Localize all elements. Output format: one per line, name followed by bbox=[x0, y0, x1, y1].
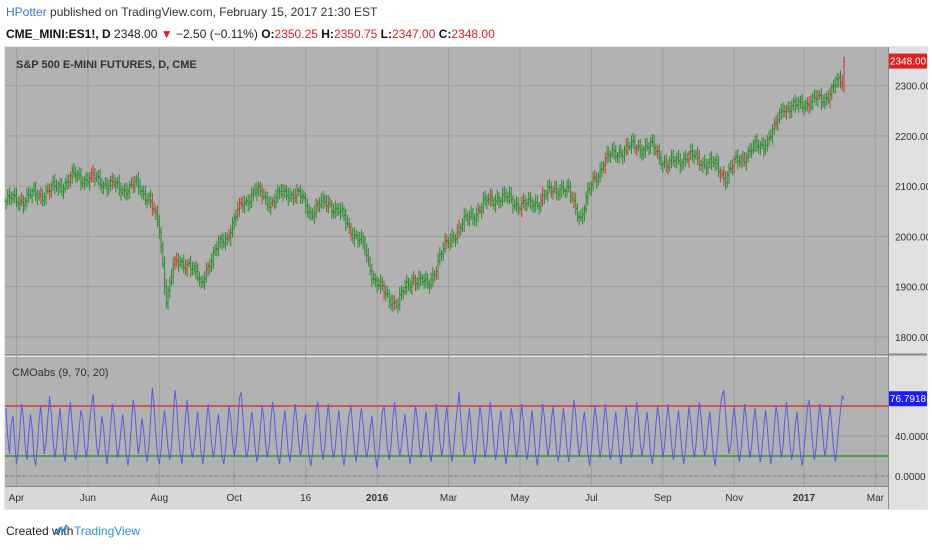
cmo-series bbox=[5, 387, 888, 477]
open-value: 2350.25 bbox=[274, 27, 318, 41]
time-tick-label: Jun bbox=[80, 493, 96, 504]
cmo-tick-label: 0.0000 bbox=[895, 472, 926, 483]
price-tick-label: 2200.00 bbox=[895, 132, 928, 143]
price-change: −2.50 (−0.11%) bbox=[176, 27, 258, 41]
indicator-title: CMOabs (9, 70, 20) bbox=[12, 367, 109, 379]
price-tick-label: 1900.00 bbox=[895, 283, 928, 294]
price-tick-label: 1800.00 bbox=[895, 333, 928, 344]
low-label: L: bbox=[380, 27, 392, 41]
time-tick-label: Mar bbox=[440, 493, 458, 504]
author-link[interactable]: HPotter bbox=[6, 5, 47, 19]
time-tick-label: 2017 bbox=[793, 493, 816, 504]
time-tick-label: Sep bbox=[654, 493, 672, 504]
time-tick-label: May bbox=[510, 493, 529, 504]
time-tick-label: 2016 bbox=[366, 493, 389, 504]
high-value: 2350.75 bbox=[333, 27, 378, 41]
price-bars bbox=[4, 56, 846, 314]
last-price: 2348.00 bbox=[114, 27, 158, 41]
footer: Created with TradingView bbox=[0, 510, 932, 550]
price-axis[interactable] bbox=[888, 47, 927, 509]
main-chart-title: S&P 500 E-MINI FUTURES, D, CME bbox=[16, 59, 197, 71]
chart-frame[interactable]: 2300.00 2200.00 2100.00 2000.00 1900.00 1800.… bbox=[4, 46, 932, 510]
close-label: C: bbox=[438, 27, 452, 41]
chart-canvas[interactable]: 2300.00 2200.00 2100.00 2000.00 1900.00 1800.… bbox=[4, 46, 932, 510]
time-tick-label: Jul bbox=[585, 493, 598, 504]
time-axis[interactable] bbox=[5, 486, 888, 509]
cmo-line bbox=[5, 387, 845, 469]
chart-header: HPotter published on TradingView.com, Fe… bbox=[0, 0, 932, 46]
tradingview-logo-icon bbox=[55, 524, 68, 535]
close-value: 2348.00 bbox=[451, 27, 495, 41]
symbol-info: CME_MINI:ES1!, D 2348.00 ▼ −2.50 (−0.11%… bbox=[6, 27, 495, 41]
time-tick-label: Nov bbox=[725, 493, 743, 504]
last-price-tag bbox=[889, 53, 927, 69]
time-tick-label: Mar bbox=[867, 493, 885, 504]
cmo-tick-label: 40.0000 bbox=[895, 432, 928, 443]
open-label: O: bbox=[261, 27, 275, 41]
indicator-pane[interactable] bbox=[5, 357, 888, 486]
price-tick-label: 2300.00 bbox=[895, 82, 928, 93]
last-cmo-tag bbox=[889, 391, 927, 407]
price-tick-label: 2000.00 bbox=[895, 232, 928, 243]
publish-info: HPotter published on TradingView.com, Fe… bbox=[6, 5, 377, 19]
publish-text: published on TradingView.com, February 1… bbox=[50, 5, 378, 19]
down-arrow-icon: ▼ bbox=[160, 27, 173, 41]
time-tick-label: Oct bbox=[226, 493, 242, 504]
time-tick-label: 16 bbox=[300, 493, 312, 504]
last-price-tag-label: 2348.00 bbox=[890, 57, 927, 68]
tradingview-brand-link[interactable]: TradingView bbox=[74, 524, 141, 538]
price-pane[interactable] bbox=[5, 47, 888, 353]
time-tick-label: Apr bbox=[9, 493, 25, 504]
high-label: H: bbox=[321, 27, 334, 41]
axis-labels: 2300.00 2200.00 2100.00 2000.00 1900.00 1800.… bbox=[9, 53, 932, 504]
created-with-text: Created with bbox=[6, 524, 74, 538]
low-value: 2347.00 bbox=[392, 27, 436, 41]
time-tick-label: Aug bbox=[150, 493, 168, 504]
last-cmo-tag-label: 76.7918 bbox=[890, 394, 927, 405]
symbol-name[interactable]: CME_MINI:ES1!, D bbox=[6, 27, 111, 41]
grid-lines bbox=[5, 47, 888, 486]
price-tick-label: 2100.00 bbox=[895, 182, 928, 193]
